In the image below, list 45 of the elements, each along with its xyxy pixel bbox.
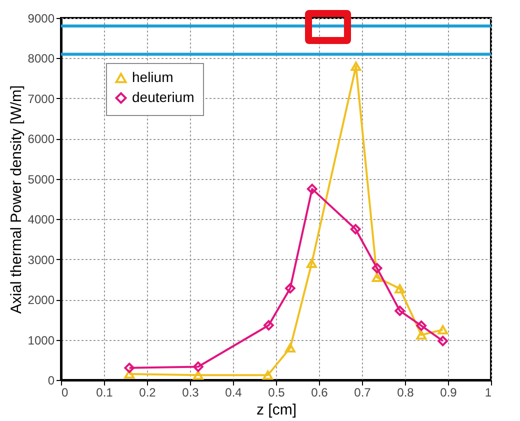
y-tick-label: 5000 bbox=[28, 172, 55, 186]
y-tick-label: 8000 bbox=[28, 52, 55, 66]
point bbox=[285, 343, 296, 352]
x-tick-label: 0 bbox=[62, 386, 68, 400]
y-tick-label: 1000 bbox=[28, 333, 55, 348]
y-tick-label: 0 bbox=[48, 374, 55, 388]
legend-label: helium bbox=[132, 69, 174, 85]
y-tick-label: 2000 bbox=[28, 293, 55, 308]
point bbox=[124, 369, 135, 379]
point bbox=[416, 320, 427, 331]
y-tick-label: 4000 bbox=[28, 212, 55, 227]
x-tick-label: 0.3 bbox=[182, 386, 200, 400]
point bbox=[372, 263, 382, 274]
x-tick-label: 0.2 bbox=[139, 386, 156, 400]
point bbox=[372, 272, 382, 282]
x-axis-title: z [cm] bbox=[256, 402, 296, 418]
y-tick-label: 9000 bbox=[28, 12, 55, 26]
point bbox=[124, 362, 135, 374]
point bbox=[394, 284, 406, 294]
point bbox=[350, 62, 362, 71]
point bbox=[306, 258, 317, 268]
point bbox=[350, 224, 361, 234]
y-axis-title: Axial thermal Power density [W/m] bbox=[8, 85, 25, 314]
point bbox=[192, 362, 204, 372]
legend-label: deuterium bbox=[132, 89, 194, 105]
x-tick-label: 0.7 bbox=[354, 386, 372, 400]
point bbox=[438, 325, 448, 334]
point bbox=[306, 184, 318, 194]
x-tick-label: 0.8 bbox=[397, 386, 414, 400]
x-tick-label: 0.4 bbox=[225, 386, 242, 400]
x-tick-label: 0.6 bbox=[311, 386, 328, 400]
y-tick-label: 7000 bbox=[28, 92, 55, 106]
point bbox=[264, 320, 274, 330]
y-tick-label: 6000 bbox=[28, 132, 55, 146]
point bbox=[416, 330, 427, 340]
x-tick-label: 0.9 bbox=[440, 386, 458, 400]
point bbox=[394, 306, 406, 316]
point bbox=[438, 336, 448, 346]
point bbox=[192, 370, 204, 380]
y-tick-label: 3000 bbox=[28, 252, 55, 267]
x-tick-label: 0.1 bbox=[96, 386, 114, 400]
x-tick-label: 1 bbox=[484, 386, 492, 400]
x-tick-label: 0.5 bbox=[268, 386, 286, 400]
point bbox=[285, 283, 296, 294]
point bbox=[262, 370, 274, 380]
